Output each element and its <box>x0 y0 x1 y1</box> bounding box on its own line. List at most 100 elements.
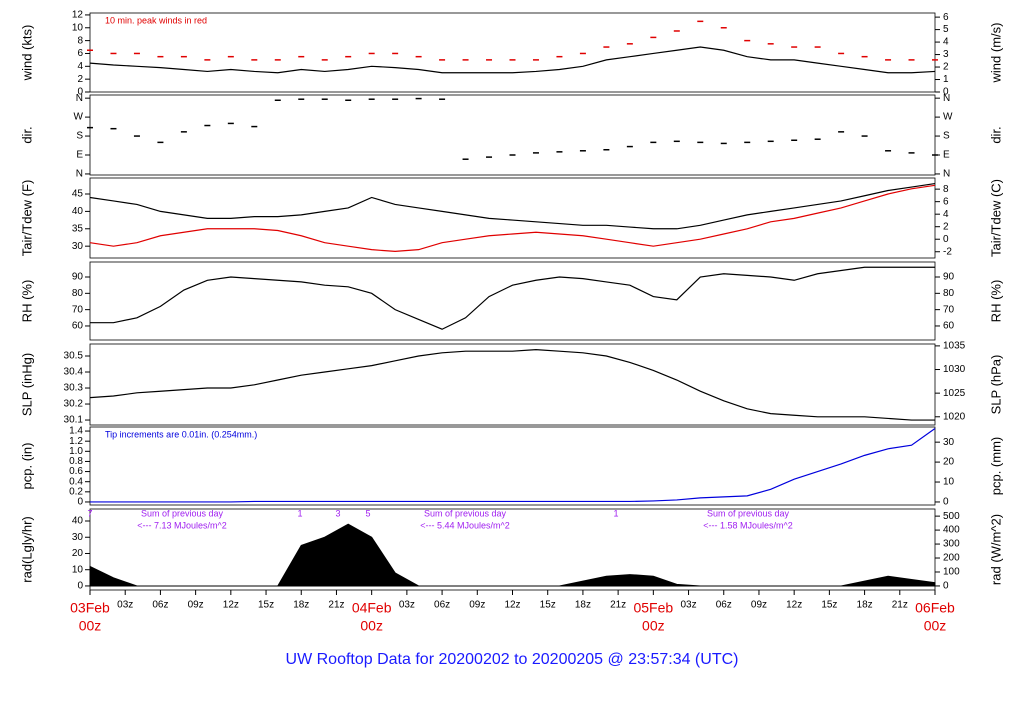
y2-tick-label: 4 <box>943 37 949 48</box>
y2-tick-label: 80 <box>943 288 955 299</box>
date-label: 04Feb <box>352 600 392 616</box>
y2-axis-label: SLP (hPa) <box>988 355 1003 415</box>
y2-tick-label: 200 <box>943 553 960 564</box>
note: 7 <box>87 508 92 518</box>
panel-frame <box>89 261 936 341</box>
y2-tick-label: 5 <box>943 24 949 35</box>
y2-tick-label: 1025 <box>943 388 966 399</box>
y2-tick-label: 6 <box>943 196 949 207</box>
y-tick-label: 30.3 <box>64 383 84 394</box>
y2-tick-label: 100 <box>943 567 960 578</box>
y2-tick-label: 0 <box>943 497 949 508</box>
y2-tick-label: 2 <box>943 62 949 73</box>
note: 5 <box>365 508 370 518</box>
x-tick-label: 03z <box>117 600 133 611</box>
line <box>89 184 936 252</box>
y-axis-label: wind (kts) <box>19 25 34 82</box>
y-tick-label: E <box>76 150 83 161</box>
area <box>89 523 936 587</box>
x-tick-label: 06z <box>152 600 168 611</box>
line <box>89 349 935 421</box>
y2-axis-label: pcp. (mm) <box>988 437 1003 496</box>
y-tick-label: 60 <box>72 321 84 332</box>
note: Sum of previous day <box>141 508 224 518</box>
date-label: 06Feb <box>915 600 955 616</box>
note: 1 <box>297 508 302 518</box>
x-tick-label: 15z <box>258 600 274 611</box>
panel-frame <box>89 426 936 506</box>
y-tick-label: 30 <box>72 241 84 252</box>
y2-tick-label: -2 <box>943 246 952 257</box>
y-tick-label: 0.8 <box>69 456 83 467</box>
y-tick-label: 8 <box>77 35 83 46</box>
y2-tick-label: E <box>943 150 950 161</box>
chart-title: UW Rooftop Data for 20200202 to 20200205… <box>286 651 739 668</box>
x-tick-label: 09z <box>469 600 485 611</box>
y2-tick-label: 30 <box>943 437 955 448</box>
x-tick-label: 09z <box>751 600 767 611</box>
y-tick-label: 0 <box>77 87 83 98</box>
y-tick-label: 1.4 <box>69 426 83 437</box>
y2-tick-label: 2 <box>943 221 949 232</box>
y-tick-label: 30.4 <box>64 367 84 378</box>
y2-tick-label: 300 <box>943 539 960 550</box>
y-tick-label: 30 <box>72 532 84 543</box>
y-tick-label: 70 <box>72 304 84 315</box>
y-tick-label: 0.6 <box>69 466 83 477</box>
y-tick-label: 1.0 <box>69 446 83 457</box>
x-tick-label: 00z <box>924 618 947 634</box>
y-tick-label: 2 <box>77 74 83 85</box>
x-tick-label: 09z <box>188 600 204 611</box>
y2-tick-label: N <box>943 93 950 104</box>
x-tick-label: 12z <box>786 600 802 611</box>
x-tick-label: 12z <box>504 600 520 611</box>
y2-tick-label: W <box>943 112 953 123</box>
y-tick-label: 20 <box>72 548 84 559</box>
y2-tick-label: N <box>943 169 950 180</box>
line <box>90 266 935 330</box>
y2-tick-label: 1020 <box>943 411 966 422</box>
note: <--- 7.13 MJoules/m^2 <box>137 520 227 530</box>
y-tick-label: 10 <box>72 564 84 575</box>
x-tick-label: 18z <box>857 600 873 611</box>
annotation: 10 min. peak winds in red <box>105 15 207 25</box>
y2-tick-label: 400 <box>943 525 960 536</box>
y2-tick-label: 1 <box>943 74 949 85</box>
note: <--- 5.44 MJoules/m^2 <box>420 520 510 530</box>
y-tick-label: N <box>76 93 83 104</box>
y2-tick-label: 1035 <box>943 341 966 352</box>
note: Sum of previous day <box>424 508 507 518</box>
y-tick-label: 90 <box>72 272 84 283</box>
x-tick-label: 15z <box>540 600 556 611</box>
y-tick-label: 35 <box>72 223 84 234</box>
panel-frame <box>89 12 936 93</box>
x-tick-label: 21z <box>892 600 908 611</box>
y2-tick-label: 3 <box>943 49 949 60</box>
x-tick-label: 21z <box>328 600 344 611</box>
y-tick-label: N <box>76 169 83 180</box>
y2-tick-label: 1030 <box>943 364 966 375</box>
y2-axis-label: wind (m/s) <box>988 23 1003 84</box>
y-tick-label: 30.1 <box>64 415 84 426</box>
x-tick-label: 00z <box>360 618 383 634</box>
y2-tick-label: 90 <box>943 272 955 283</box>
x-tick-label: 06z <box>716 600 732 611</box>
y-tick-label: 0 <box>77 497 83 508</box>
y2-tick-label: 70 <box>943 304 955 315</box>
y2-axis-label: RH (%) <box>988 280 1003 323</box>
note: <--- 1.58 MJoules/m^2 <box>703 520 793 530</box>
y2-tick-label: 10 <box>943 477 955 488</box>
y2-axis-label: Tair/Tdew (C) <box>988 179 1003 257</box>
note: 3 <box>335 508 340 518</box>
y2-tick-label: 6 <box>943 12 949 23</box>
y-axis-label: Tair/Tdew (F) <box>19 180 34 257</box>
note: 1 <box>613 508 618 518</box>
y-tick-label: 0.4 <box>69 476 83 487</box>
x-tick-label: 21z <box>610 600 626 611</box>
y2-tick-label: 0 <box>943 87 949 98</box>
y2-tick-label: 60 <box>943 321 955 332</box>
y2-axis-label: rad (W/m^2) <box>988 514 1003 585</box>
y2-tick-label: 8 <box>943 184 949 195</box>
x-tick-label: 18z <box>293 600 309 611</box>
